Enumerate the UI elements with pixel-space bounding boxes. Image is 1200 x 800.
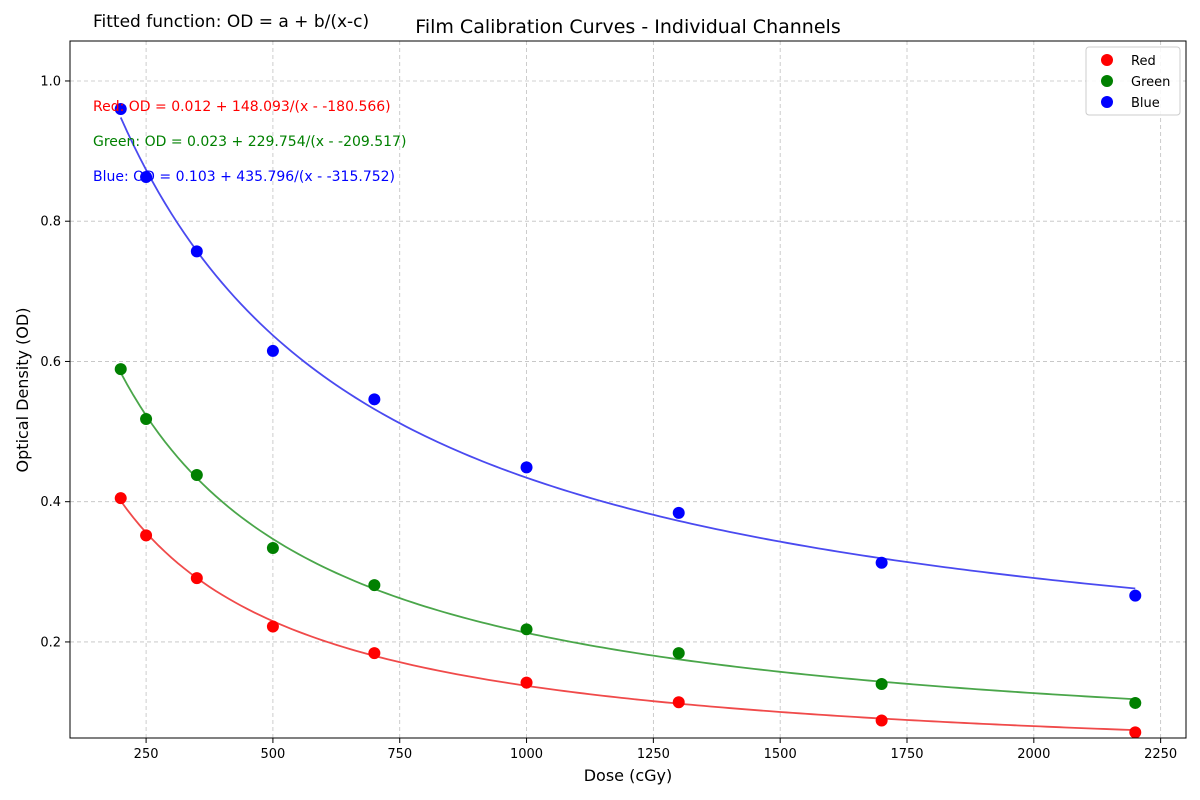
red-data-point (520, 676, 533, 689)
blue-data-point (1129, 589, 1142, 602)
axis-ticks: 250 500 750 1000 1250 1500 1750 2000 2250 0.2 0.4 0… (40, 74, 1177, 762)
x-tick-label: 1500 (764, 747, 797, 762)
green-data-point (672, 647, 685, 660)
red-data-point (190, 572, 203, 585)
y-axis-title: Optical Density (OD) (13, 308, 32, 473)
x-tick-label: 750 (387, 747, 412, 762)
legend-label-red: Red (1131, 54, 1156, 69)
green-data-point (114, 363, 127, 376)
plot-frame (69, 40, 1187, 739)
blue-data-point (140, 171, 153, 184)
green-data-point (140, 412, 153, 425)
legend-marker-blue (1101, 96, 1113, 108)
y-tick-label: 1.0 (40, 74, 61, 89)
red-fit-curve (120, 500, 1136, 732)
legend-marker-red (1101, 54, 1113, 66)
blue-equation: Blue: OD = 0.103 + 435.796/(x - -315.752… (93, 169, 395, 185)
green-data-point (1129, 696, 1142, 709)
blue-fit-curve (119, 117, 1136, 590)
blue-data-point (875, 556, 888, 569)
y-tick-label: 0.8 (40, 215, 61, 230)
fit-curves (119, 117, 1136, 732)
red-data-point (266, 620, 279, 633)
chart-title: Film Calibration Curves - Individual Cha… (415, 16, 840, 38)
blue-data-point (190, 245, 203, 258)
blue-data-point (114, 103, 127, 116)
blue-data-point (266, 344, 279, 357)
x-tick-label: 250 (134, 747, 159, 762)
y-tick-label: 0.4 (40, 495, 61, 510)
green-data-point (190, 469, 203, 482)
red-equation: Red: OD = 0.012 + 148.093/(x - -180.566) (93, 99, 391, 115)
data-points (114, 103, 1142, 739)
legend-label-green: Green (1131, 75, 1170, 90)
fit-function-note: Fitted function: OD = a + b/(x-c) (93, 12, 369, 32)
y-tick-label: 0.6 (40, 355, 61, 370)
x-tick-label: 1000 (510, 747, 543, 762)
red-data-point (114, 492, 127, 505)
legend-label-blue: Blue (1131, 96, 1160, 111)
legend: Red Green Blue (1085, 46, 1181, 116)
red-data-point (368, 647, 381, 660)
red-data-point (1129, 726, 1142, 739)
green-data-point (875, 678, 888, 691)
green-fit-curve (119, 372, 1136, 701)
x-tick-label: 1750 (890, 747, 923, 762)
blue-data-point (672, 506, 685, 519)
x-tick-label: 500 (260, 747, 285, 762)
green-data-point (520, 623, 533, 636)
x-axis-title: Dose (cGy) (584, 766, 673, 785)
blue-data-point (368, 393, 381, 406)
x-tick-label: 1250 (637, 747, 670, 762)
legend-marker-green (1101, 75, 1113, 87)
green-equation: Green: OD = 0.023 + 229.754/(x - -209.51… (93, 134, 406, 150)
green-data-point (368, 579, 381, 592)
y-tick-label: 0.2 (40, 635, 61, 650)
red-data-point (875, 714, 888, 727)
blue-data-point (520, 461, 533, 474)
red-data-point (672, 696, 685, 709)
x-tick-label: 2250 (1144, 747, 1177, 762)
x-tick-label: 2000 (1017, 747, 1050, 762)
red-data-point (140, 529, 153, 542)
grid (70, 41, 1186, 738)
green-data-point (266, 541, 279, 554)
